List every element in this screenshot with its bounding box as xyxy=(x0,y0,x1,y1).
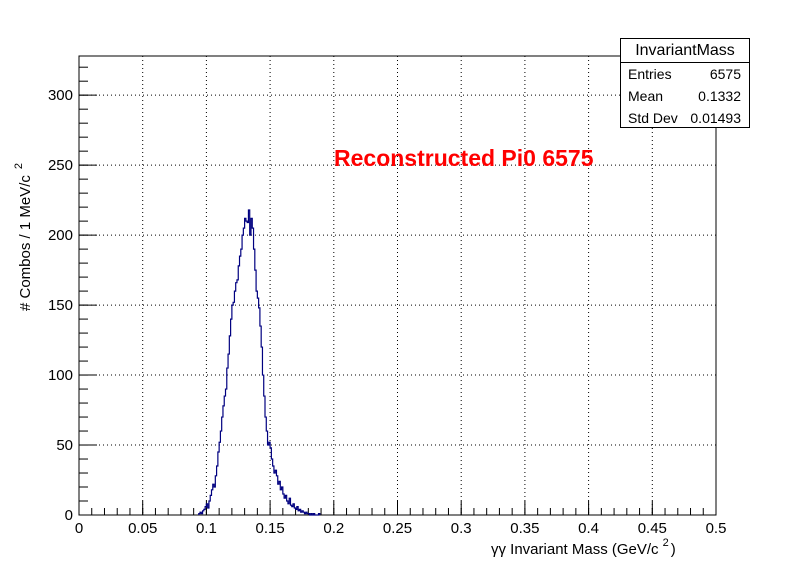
stats-key: Std Dev xyxy=(628,110,678,126)
stats-row-entries: Entries 6575 xyxy=(621,63,749,85)
stats-row-stddev: Std Dev 0.01493 xyxy=(621,107,749,129)
histogram-series-line xyxy=(198,209,321,516)
y-axis-label-sup: 2 xyxy=(13,163,25,169)
stats-key: Mean xyxy=(628,88,664,104)
y-tick-label: 0 xyxy=(65,507,73,524)
x-tick-label: 0.15 xyxy=(255,520,284,537)
y-tick-label: 150 xyxy=(48,297,73,314)
y-axis-label: # Combos / 1 MeV/c 2 xyxy=(13,163,34,311)
axis-ticks xyxy=(78,66,717,516)
stats-row-mean: Mean 0.1332 xyxy=(621,85,749,107)
stats-key: Entries xyxy=(628,66,672,82)
x-tick-label: 0.05 xyxy=(128,520,157,537)
x-tick-label: 0.1 xyxy=(196,520,217,537)
y-tick-label: 50 xyxy=(56,437,73,454)
stats-value: 0.1332 xyxy=(698,88,741,104)
x-tick-label: 0.25 xyxy=(383,520,412,537)
y-tick-label: 200 xyxy=(48,227,73,244)
stats-value: 6575 xyxy=(709,66,741,82)
stats-box: InvariantMass Entries 6575 Mean 0.1332 S… xyxy=(620,38,750,128)
y-axis-label-main: # Combos / 1 MeV/c xyxy=(17,175,34,311)
x-tick-label: 0.2 xyxy=(323,520,344,537)
x-tick-label: 0.3 xyxy=(451,520,472,537)
x-axis-label-sup: 2 xyxy=(663,537,669,549)
grid-lines xyxy=(79,56,716,515)
x-axis-label: γγ Invariant Mass (GeV/c 2) xyxy=(491,537,676,558)
stats-value: 0.01493 xyxy=(690,110,741,126)
x-axis-label-tail: ) xyxy=(671,541,676,558)
x-axis-label-main: γγ Invariant Mass (GeV/c xyxy=(491,541,659,558)
x-tick-label: 0 xyxy=(75,520,83,537)
chart-annotation: Reconstructed Pi0 6575 xyxy=(334,145,594,171)
stats-title: InvariantMass xyxy=(621,39,749,63)
x-tick-label: 0.45 xyxy=(638,520,667,537)
x-tick-label: 0.35 xyxy=(510,520,539,537)
y-tick-label: 100 xyxy=(48,367,73,384)
tick-labels: 0 0.05 0.1 0.15 0.2 0.25 0.3 0.35 0.4 0.45 0.5 0 50 1… xyxy=(48,87,726,537)
x-tick-label: 0.5 xyxy=(706,520,727,537)
y-tick-label: 300 xyxy=(48,87,73,104)
y-tick-label: 250 xyxy=(48,157,73,174)
x-tick-label: 0.4 xyxy=(578,520,599,537)
